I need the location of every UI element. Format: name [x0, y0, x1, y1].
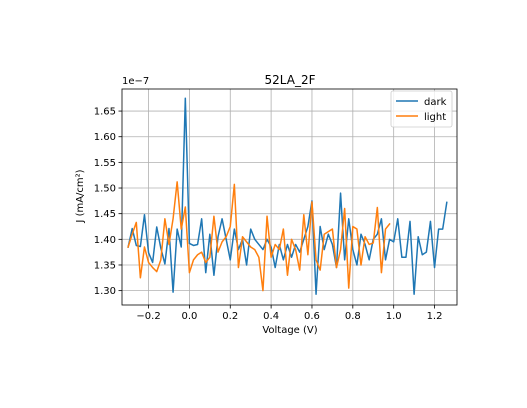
x-tick-label: 1.2: [427, 311, 443, 322]
x-tick-label: 0.4: [263, 311, 279, 322]
y-tick-label: 1.30: [94, 286, 116, 297]
y-axis-offset-label: 1e−7: [122, 76, 149, 87]
x-axis-label: Voltage (V): [262, 325, 317, 336]
y-tick-label: 1.55: [94, 158, 116, 169]
series-layer: [127, 97, 448, 295]
x-tick-label: 0.2: [222, 311, 238, 322]
y-tick-label: 1.35: [94, 260, 116, 271]
x-tick-label: 0.0: [181, 311, 197, 322]
plot-frame: [121, 88, 458, 306]
y-tick-label: 1.60: [94, 132, 116, 143]
x-tick-label: −0.2: [136, 311, 160, 322]
x-tick-label: 0.6: [304, 311, 320, 322]
y-axis: 1.30 1.35 1.40 1.45 1.50 1.55 1.60 1.65: [94, 107, 122, 297]
legend-box: [390, 90, 453, 128]
x-tick-label: 1.0: [386, 311, 402, 322]
legend: dark light: [390, 90, 453, 128]
legend-label-dark: dark: [424, 97, 447, 108]
series-line-light: [127, 181, 391, 292]
y-axis-label: J (mA/cm²): [75, 169, 86, 223]
chart-title: 52LA_2F: [265, 73, 316, 87]
series-line-dark: [127, 97, 448, 295]
y-tick-label: 1.50: [94, 184, 116, 195]
y-tick-label: 1.65: [94, 107, 116, 118]
x-axis: −0.2 0.0 0.2 0.4 0.6 0.8 1.0 1.2: [136, 305, 442, 322]
y-tick-label: 1.40: [94, 235, 116, 246]
legend-label-light: light: [424, 112, 446, 123]
y-tick-label: 1.45: [94, 209, 116, 220]
x-tick-label: 0.8: [345, 311, 361, 322]
